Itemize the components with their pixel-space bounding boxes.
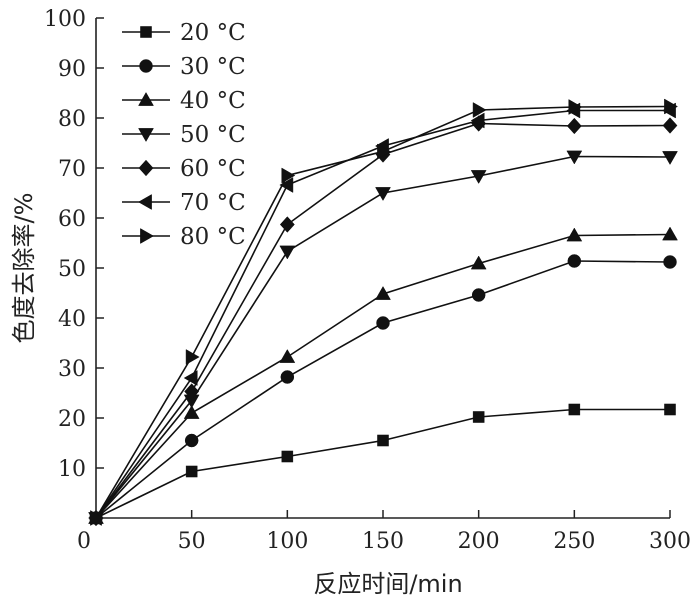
legend-label: 30 °C bbox=[180, 54, 246, 80]
y-tick-label: 30 bbox=[58, 357, 86, 382]
series-3 bbox=[88, 226, 678, 524]
legend-label: 40 °C bbox=[180, 88, 246, 114]
data-point bbox=[472, 102, 487, 118]
series-6 bbox=[88, 102, 676, 526]
data-point bbox=[183, 370, 198, 386]
legend-item: 40 °C bbox=[122, 88, 246, 114]
y-tick-label: 10 bbox=[58, 457, 86, 482]
data-point bbox=[281, 450, 294, 463]
legend-label: 80 °C bbox=[180, 224, 246, 250]
data-point bbox=[377, 143, 391, 160]
data-point bbox=[566, 150, 583, 165]
data-point bbox=[185, 465, 198, 478]
data-point bbox=[279, 245, 296, 260]
y-tick-label: 80 bbox=[58, 107, 86, 132]
y-tick-label: 50 bbox=[58, 257, 86, 282]
data-point bbox=[662, 151, 678, 165]
data-point bbox=[568, 99, 583, 115]
data-point bbox=[280, 370, 295, 384]
x-axis-label: 反应时间/min bbox=[313, 570, 462, 598]
data-point bbox=[470, 170, 487, 184]
legend-item: 50 °C bbox=[122, 122, 246, 148]
y-tick-label: 100 bbox=[44, 7, 86, 32]
legend-item: 20 °C bbox=[122, 20, 246, 46]
x-tick-label: 300 bbox=[649, 529, 691, 554]
data-point bbox=[470, 255, 487, 270]
series-layer bbox=[88, 98, 678, 527]
data-point bbox=[375, 187, 391, 201]
data-point bbox=[566, 117, 582, 135]
legend-label: 50 °C bbox=[180, 122, 246, 148]
y-tick-label: 90 bbox=[58, 57, 86, 82]
data-point bbox=[184, 433, 199, 448]
data-point bbox=[662, 226, 678, 241]
series-7 bbox=[90, 98, 678, 526]
data-point bbox=[377, 434, 389, 447]
series-4 bbox=[88, 150, 678, 526]
legend: 20 °C 30 °C 40 °C 50 °C 60 °C 70 °C 80 °C bbox=[122, 20, 246, 250]
y-tick-label: 70 bbox=[58, 157, 86, 182]
axes: 0 50 100 150 200 250 300 10 20 30 40 50 60 70 80 90 100 bbox=[44, 7, 691, 554]
data-point bbox=[376, 316, 390, 330]
data-point bbox=[471, 288, 486, 302]
data-point bbox=[470, 112, 485, 129]
data-point bbox=[185, 349, 200, 365]
legend-marker bbox=[138, 159, 154, 177]
data-point bbox=[472, 411, 485, 423]
data-point bbox=[375, 286, 391, 300]
legend-item: 70 °C bbox=[122, 190, 246, 216]
data-point bbox=[184, 383, 200, 400]
x-tick-label: 250 bbox=[553, 529, 595, 554]
data-point bbox=[662, 117, 678, 134]
data-point bbox=[281, 167, 296, 184]
data-point bbox=[664, 403, 676, 416]
legend-label: 60 °C bbox=[180, 156, 246, 182]
y-tick-label: 20 bbox=[58, 407, 86, 432]
data-point bbox=[566, 227, 583, 242]
legend-marker bbox=[138, 194, 152, 210]
legend-marker bbox=[140, 228, 154, 244]
x-tick-label: 150 bbox=[362, 529, 404, 554]
data-point bbox=[567, 254, 582, 268]
data-point bbox=[279, 216, 295, 233]
legend-item: 80 °C bbox=[122, 224, 246, 250]
data-point bbox=[664, 98, 678, 115]
x-tick-label: 50 bbox=[178, 529, 206, 554]
legend-item: 60 °C bbox=[122, 156, 246, 182]
x-tick-label: 0 bbox=[77, 529, 91, 554]
legend-item: 30 °C bbox=[122, 54, 246, 80]
legend-label: 20 °C bbox=[180, 20, 246, 46]
data-point bbox=[183, 405, 200, 419]
data-point bbox=[90, 510, 104, 526]
legend-marker bbox=[138, 92, 154, 106]
data-point bbox=[279, 177, 294, 193]
data-point bbox=[279, 349, 296, 363]
legend-marker bbox=[140, 26, 152, 38]
x-tick-label: 200 bbox=[458, 529, 500, 554]
legend-label: 70 °C bbox=[180, 190, 246, 216]
y-axis-label: 色度去除率/% bbox=[10, 193, 38, 344]
y-tick-label: 60 bbox=[58, 207, 86, 232]
x-tick-label: 100 bbox=[266, 529, 308, 554]
legend-marker bbox=[138, 128, 154, 142]
data-point bbox=[663, 255, 677, 269]
legend-marker bbox=[139, 59, 153, 73]
series-1 bbox=[90, 403, 676, 524]
data-point bbox=[568, 403, 581, 416]
y-tick-label: 40 bbox=[58, 307, 86, 332]
series-line bbox=[95, 408, 670, 519]
